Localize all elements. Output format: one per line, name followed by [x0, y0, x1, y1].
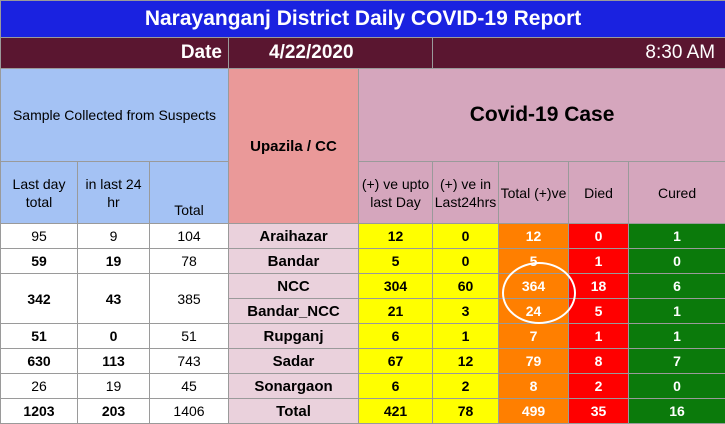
total-positive-cell: 8 — [498, 373, 569, 399]
in-last-24-header: in last 24 hr — [77, 161, 150, 224]
sample-total-cell: 385 — [149, 273, 229, 324]
positive-24-cell: 78 — [432, 398, 499, 424]
covid-case-header: Covid-19 Case — [357, 68, 725, 162]
positive-upto-cell: 304 — [358, 273, 433, 299]
positive-upto-cell: 421 — [358, 398, 433, 424]
died-cell: 8 — [568, 348, 629, 374]
cured-header: Cured — [627, 161, 725, 224]
date-label: Date — [0, 37, 229, 69]
cured-cell: 0 — [627, 248, 725, 274]
table-row-total: 1203 203 1406 Total 421 78 499 35 16 — [0, 398, 725, 424]
total-positive-cell: 79 — [498, 348, 569, 374]
upazila-cell: Sonargaon — [228, 373, 359, 399]
table-row: 342 43 385 NCC 304 60 364 18 6 — [0, 273, 725, 324]
died-cell: 1 — [568, 323, 629, 349]
upazila-cell: Bandar_NCC — [228, 298, 359, 324]
died-cell: 0 — [568, 223, 629, 249]
upazila-cell: Total — [228, 398, 359, 424]
table-row: 59 19 78 Bandar 5 0 5 1 0 — [0, 248, 725, 274]
cured-cell: 0 — [627, 373, 725, 399]
in-last-24-cell: 43 — [77, 273, 150, 324]
died-cell: 2 — [568, 373, 629, 399]
positive-24-cell: 2 — [432, 373, 499, 399]
sample-total-cell: 104 — [149, 223, 229, 249]
table-row: 95 9 104 Araihazar 12 0 12 0 1 — [0, 223, 725, 249]
date-row: Date 4/22/2020 8:30 AM — [0, 37, 725, 69]
report-title: Narayanganj District Daily COVID-19 Repo… — [0, 0, 725, 38]
positive-24-cell: 1 — [432, 323, 499, 349]
last-day-total-cell: 51 — [0, 323, 78, 349]
positive-24-cell: 12 — [432, 348, 499, 374]
sample-total-cell: 1406 — [149, 398, 229, 424]
cured-cell: 16 — [627, 398, 725, 424]
upazila-header: Upazila / CC — [228, 68, 359, 224]
cured-cell: 6 — [627, 273, 725, 299]
positive-24-cell: 0 — [432, 248, 499, 274]
sample-collected-header: Sample Collected from Suspects — [0, 68, 229, 162]
in-last-24-cell: 19 — [77, 248, 150, 274]
last-day-total-cell: 26 — [0, 373, 78, 399]
positive-upto-cell: 6 — [358, 373, 433, 399]
last-day-total-cell: 630 — [0, 348, 78, 374]
cured-cell: 7 — [627, 348, 725, 374]
positive-upto-cell: 21 — [358, 298, 433, 324]
cured-cell: 1 — [627, 223, 725, 249]
sample-total-cell: 51 — [149, 323, 229, 349]
upazila-cell: Bandar — [228, 248, 359, 274]
in-last-24-cell: 0 — [77, 323, 150, 349]
last-day-total-cell: 342 — [0, 273, 78, 324]
in-last-24-cell: 113 — [77, 348, 150, 374]
positive-upto-cell: 12 — [358, 223, 433, 249]
died-cell: 5 — [568, 298, 629, 324]
table-row: 51 0 51 Rupganj 6 1 7 1 1 — [0, 323, 725, 349]
in-last-24-cell: 203 — [77, 398, 150, 424]
sample-total-cell: 743 — [149, 348, 229, 374]
cured-cell: 1 — [627, 323, 725, 349]
positive-upto-last-day-header: (+) ve upto last Day — [358, 161, 433, 224]
positive-24-cell: 60 — [432, 273, 499, 299]
upazila-cell: Rupganj — [228, 323, 359, 349]
cured-cell: 1 — [627, 298, 725, 324]
time-value: 8:30 AM — [431, 37, 725, 69]
last-day-total-cell: 59 — [0, 248, 78, 274]
upazila-cell: NCC — [228, 273, 359, 299]
sample-total-cell: 78 — [149, 248, 229, 274]
total-positive-cell: 7 — [498, 323, 569, 349]
died-header: Died — [568, 161, 629, 224]
died-cell: 1 — [568, 248, 629, 274]
table-row: 630 113 743 Sadar 67 12 79 8 7 — [0, 348, 725, 374]
date-value: 4/22/2020 — [228, 37, 433, 69]
last-day-total-cell: 1203 — [0, 398, 78, 424]
upazila-cell: Sadar — [228, 348, 359, 374]
table-row: 26 19 45 Sonargaon 6 2 8 2 0 — [0, 373, 725, 399]
total-positive-header: Total (+)ve — [498, 161, 569, 224]
last-day-total-cell: 95 — [0, 223, 78, 249]
in-last-24-cell: 19 — [77, 373, 150, 399]
sample-total-cell: 45 — [149, 373, 229, 399]
positive-upto-cell: 5 — [358, 248, 433, 274]
sample-total-header: Total — [149, 161, 229, 224]
died-cell: 18 — [568, 273, 629, 299]
positive-24-cell: 0 — [432, 223, 499, 249]
total-positive-cell: 12 — [498, 223, 569, 249]
total-positive-cell: 499 — [498, 398, 569, 424]
highlight-circle — [502, 262, 576, 324]
positive-24-cell: 3 — [432, 298, 499, 324]
last-day-total-header: Last day total — [0, 161, 78, 224]
positive-last-24-header: (+) ve in Last24hrs — [432, 161, 499, 224]
died-cell: 35 — [568, 398, 629, 424]
positive-upto-cell: 67 — [358, 348, 433, 374]
positive-upto-cell: 6 — [358, 323, 433, 349]
in-last-24-cell: 9 — [77, 223, 150, 249]
upazila-cell: Araihazar — [228, 223, 359, 249]
